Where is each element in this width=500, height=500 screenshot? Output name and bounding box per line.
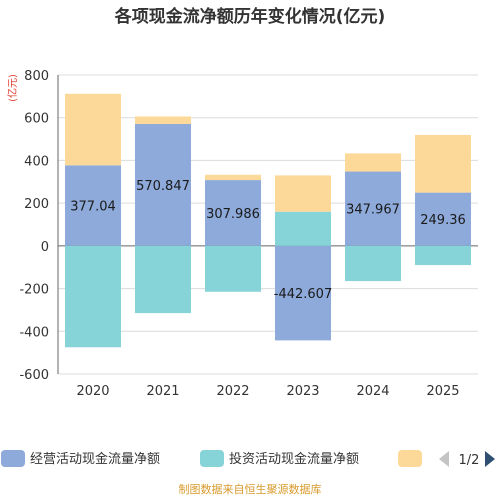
data-label-layer: 377.04 570.847 307.986 -442.607 347.967 249.3…	[70, 179, 466, 302]
legend: 经营活动现金流量净额 投资活动现金流量净额 1/2	[1, 450, 495, 468]
data-label: 347.967	[346, 203, 400, 218]
legend-label-investing[interactable]: 投资活动现金流量净额	[229, 451, 359, 467]
data-label: 377.04	[70, 200, 116, 215]
x-tick-label: 2020	[76, 384, 109, 399]
y-tick-label: 400	[24, 154, 49, 169]
bar-series-1-2023[interactable]	[275, 211, 331, 246]
y-tick-label: 600	[24, 112, 49, 127]
bar-series-2-2020[interactable]	[65, 93, 121, 166]
bar-series-1-2024[interactable]	[345, 245, 401, 282]
triangle-right-icon[interactable]	[485, 451, 495, 467]
x-tick-label: 2021	[146, 384, 179, 399]
bar-series-2-2025[interactable]	[415, 134, 471, 193]
y-axis-unit-label: (亿元)	[6, 74, 19, 102]
x-tick-label: 2023	[286, 384, 319, 399]
bar-series-2-2023[interactable]	[275, 175, 331, 212]
bar-series-0-2023[interactable]	[275, 245, 331, 341]
legend-swatch-operating[interactable]	[1, 450, 25, 467]
bar-layer	[65, 93, 471, 348]
chart-title: 各项现金流净额历年变化情况(亿元)	[114, 6, 386, 27]
y-tick-label: -600	[19, 368, 49, 383]
bar-series-1-2022[interactable]	[205, 245, 261, 292]
triangle-left-icon[interactable]	[439, 451, 449, 467]
bar-series-0-2022[interactable]	[205, 180, 261, 246]
bar-series-0-2024[interactable]	[345, 171, 401, 246]
bar-series-2-2021[interactable]	[135, 116, 191, 124]
axis-layer: 800 600 400 200 0 -200 -400 -600 2020 2021 2022 202…	[19, 69, 459, 399]
y-tick-label: 200	[24, 197, 49, 212]
data-label: 249.36	[420, 213, 466, 228]
y-tick-label: 800	[24, 69, 49, 84]
y-tick-label: -200	[19, 283, 49, 298]
y-tick-label: -400	[19, 325, 49, 340]
source-note: 制图数据来自恒生聚源数据库	[179, 482, 322, 496]
legend-swatch-investing[interactable]	[200, 450, 224, 467]
bar-series-1-2020[interactable]	[65, 245, 121, 348]
bar-series-0-2021[interactable]	[135, 123, 191, 246]
data-label: -442.607	[274, 287, 332, 302]
bar-series-2-2024[interactable]	[345, 153, 401, 172]
data-label: 570.847	[136, 179, 190, 194]
data-label: 307.986	[206, 207, 260, 222]
bar-series-0-2020[interactable]	[65, 165, 121, 246]
x-tick-label: 2022	[216, 384, 249, 399]
x-tick-label: 2024	[356, 384, 389, 399]
y-tick-label: 0	[41, 240, 49, 255]
legend-pager: 1/2	[459, 453, 480, 468]
legend-swatch-third[interactable]	[398, 450, 422, 467]
grid-layer	[58, 74, 478, 375]
bar-series-1-2021[interactable]	[135, 245, 191, 314]
bar-series-2-2022[interactable]	[205, 174, 261, 181]
x-tick-label: 2025	[426, 384, 459, 399]
bar-series-1-2025[interactable]	[415, 245, 471, 266]
legend-label-operating[interactable]: 经营活动现金流量净额	[30, 451, 160, 467]
bar-series-0-2025[interactable]	[415, 192, 471, 246]
